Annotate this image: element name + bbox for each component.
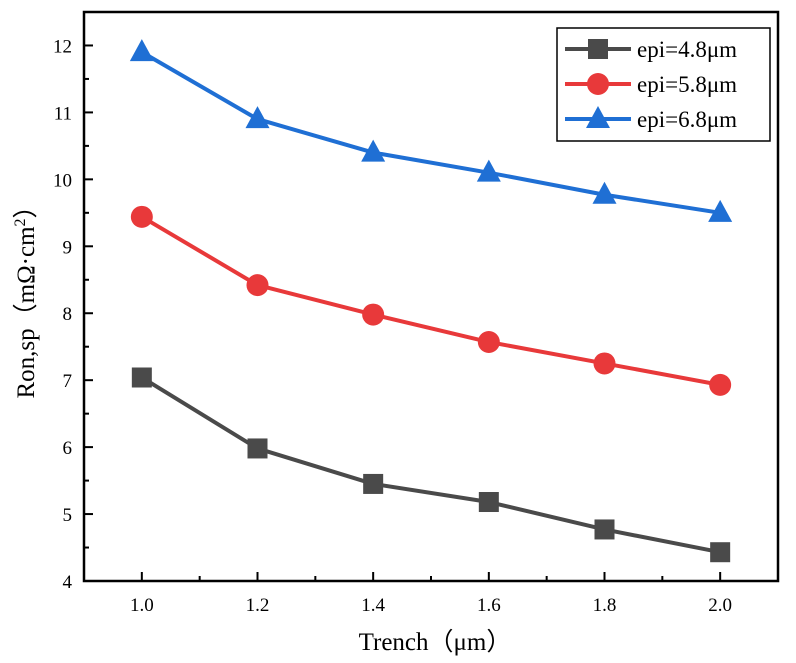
x-tick-label: 1.2: [246, 595, 270, 616]
legend-item: epi=6.8μm: [565, 106, 737, 132]
square-marker: [588, 39, 608, 59]
square-marker: [478, 492, 499, 513]
y-tick-label: 12: [53, 36, 72, 57]
legend-label: epi=4.8μm: [637, 37, 737, 62]
legend-label: epi=5.8μm: [637, 72, 737, 97]
y-tick-label: 4: [63, 572, 73, 593]
circle-marker: [709, 373, 732, 396]
y-tick-label: 8: [63, 304, 73, 325]
y-tick-label: 11: [54, 103, 72, 124]
circle-marker: [593, 352, 616, 375]
series-2: [130, 205, 732, 396]
x-axis-title: Trench（μm）: [359, 628, 512, 656]
triangle-marker: [708, 199, 733, 222]
y-axis-title-main: Ron,sp（mΩ·cm: [12, 226, 40, 399]
circle-marker: [246, 274, 269, 297]
circle-marker: [477, 331, 500, 354]
square-marker: [594, 519, 615, 540]
series-1: [131, 367, 731, 563]
square-marker: [131, 367, 152, 388]
y-tick-label: 5: [63, 505, 73, 526]
y-tick-label: 6: [63, 438, 73, 459]
y-axis-title-superscript: 2: [12, 218, 29, 226]
x-tick-label: 1.4: [361, 595, 385, 616]
legend-item: epi=5.8μm: [565, 72, 737, 97]
series-line: [140, 375, 721, 555]
legend: epi=4.8μm epi=5.8μm epi=6.8μm: [556, 27, 771, 142]
triangle-marker: [361, 139, 386, 162]
y-tick-label: 9: [63, 237, 73, 258]
legend-item: epi=4.8μm: [565, 37, 737, 62]
axis-tick-labels: 1.0 1.2 1.4 1.6 1.8 2.0 4 5 6 7 8 9 10 11 12: [53, 36, 732, 616]
triangle-marker: [476, 159, 501, 182]
square-marker: [710, 542, 731, 563]
series-3: [129, 39, 733, 222]
triangle-marker: [592, 181, 617, 204]
triangle-marker: [586, 106, 610, 128]
y-axis-title-close: ）: [12, 193, 40, 218]
square-marker: [363, 473, 384, 494]
y-tick-label: 7: [63, 371, 73, 392]
legend-label: epi=6.8μm: [637, 107, 737, 132]
circle-marker: [130, 205, 153, 228]
triangle-marker: [129, 39, 154, 62]
series-line: [140, 50, 721, 215]
x-tick-label: 1.8: [593, 595, 617, 616]
x-tick-label: 1.6: [477, 595, 501, 616]
circle-marker: [362, 303, 385, 326]
square-marker: [247, 438, 268, 459]
triangle-marker: [245, 106, 270, 129]
y-axis-title: Ron,sp（mΩ·cm2）: [12, 193, 40, 398]
x-tick-label: 1.0: [130, 595, 154, 616]
circle-marker: [587, 73, 609, 95]
y-tick-label: 10: [53, 170, 72, 191]
x-tick-label: 2.0: [708, 595, 732, 616]
axis-ticks: [83, 44, 779, 582]
legend-items: epi=4.8μm epi=5.8μm epi=6.8μm: [565, 37, 737, 132]
series-line: [140, 215, 721, 387]
series-layer: [129, 39, 733, 563]
